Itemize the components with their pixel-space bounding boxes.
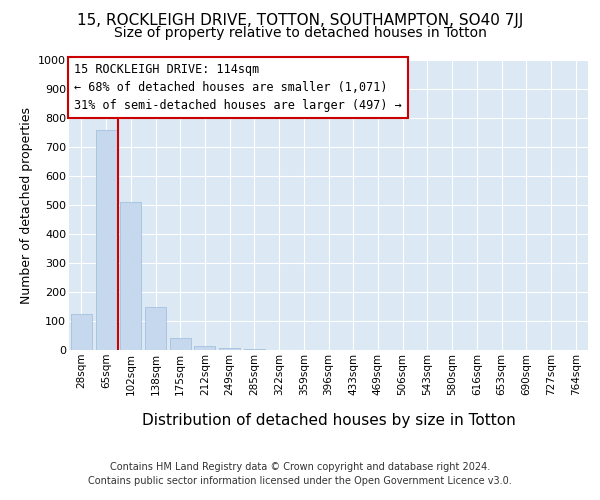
Bar [71,314,92,350]
Text: 15, ROCKLEIGH DRIVE, TOTTON, SOUTHAMPTON, SO40 7JJ: 15, ROCKLEIGH DRIVE, TOTTON, SOUTHAMPTON… [77,12,523,28]
Y-axis label: Number of detached properties: Number of detached properties [20,106,32,304]
Bar [194,346,215,350]
Bar [219,348,240,350]
Text: 15 ROCKLEIGH DRIVE: 114sqm
← 68% of detached houses are smaller (1,071)
31% of s: 15 ROCKLEIGH DRIVE: 114sqm ← 68% of deta… [74,63,402,112]
Bar [120,202,141,350]
Bar [145,306,166,350]
Bar [95,130,116,350]
Text: Distribution of detached houses by size in Totton: Distribution of detached houses by size … [142,412,515,428]
Bar [170,338,191,350]
Text: Contains HM Land Registry data © Crown copyright and database right 2024.: Contains HM Land Registry data © Crown c… [110,462,490,472]
Text: Size of property relative to detached houses in Totton: Size of property relative to detached ho… [113,26,487,40]
Text: Contains public sector information licensed under the Open Government Licence v3: Contains public sector information licen… [88,476,512,486]
